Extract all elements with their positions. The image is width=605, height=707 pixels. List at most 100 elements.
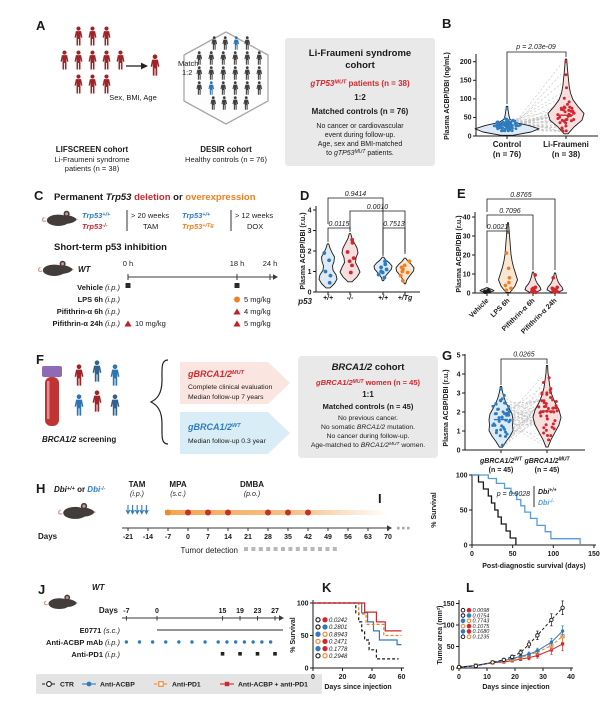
chart-text: 150 [588, 551, 600, 558]
panel-j-label: J [38, 582, 45, 597]
lfs-box-ratio: 1:2 [354, 93, 366, 102]
i-y-axis-label: % Survival [431, 492, 438, 527]
legend-entry: Dbi-/- [538, 499, 554, 508]
panel-d-chart: D Plasma ACBP/DBI (r.u.) 012340.01150.94… [298, 186, 458, 358]
panel-j-timeline: J WT Days E0771(s.c.) Anti-ACBP mAb(i.p.… [30, 578, 326, 702]
chart-text: 0 [457, 674, 461, 681]
legend-marker [225, 682, 229, 686]
chart-text: 0 [311, 674, 315, 681]
chart-text: -7 [123, 608, 129, 615]
tumor-detection-dash [296, 547, 300, 551]
chart-text: 14 [224, 534, 232, 541]
desir-title: DESIR cohort [200, 145, 252, 154]
brace-icon [151, 360, 168, 444]
tumor-detection-dash [259, 547, 263, 551]
h-tumor-detection-label: Tumor detection [180, 546, 238, 555]
panel-l-label: L [466, 580, 474, 595]
chart-text: Anti-ACBP [100, 682, 135, 689]
tumor-detection-dash [274, 547, 278, 551]
j-days-label: Days [99, 606, 119, 615]
c-subtitle: Short-term p53 inhibition [54, 242, 167, 253]
cohort-matching-diagram [61, 26, 160, 93]
chart-text: 3 [308, 228, 312, 235]
lifscreen-sub1: Li-Fraumeni syndrome [54, 155, 129, 164]
tam-arrow-icon [126, 505, 130, 514]
tumor-detection-dash [325, 547, 329, 551]
person-icon [75, 74, 83, 93]
comparison-marker [467, 619, 471, 623]
lps-marker [234, 297, 240, 303]
person-icon [89, 74, 97, 93]
b-y-axis-label: Plasma ACBP/DBI (ng/mL) [444, 52, 451, 140]
brca-screening-label: BRCA1/2 screening [42, 435, 116, 444]
chart-text: 56 [344, 534, 352, 541]
brca-box-mut: gBRCA1/2MUT women (n = 45) [315, 378, 421, 387]
chart-text: 1 [308, 269, 312, 276]
dmba-dot [305, 510, 311, 516]
chart-text: 0.7513 [383, 221, 405, 228]
comparison-marker [316, 639, 320, 643]
chart-text: 0 [468, 133, 472, 140]
pifithrin6-dose: 4 mg/kg [244, 307, 271, 316]
tumor-detection-dash [244, 547, 248, 551]
pifithrin-marker [233, 321, 240, 327]
brca-box-note1: No previous cancer. [338, 415, 398, 422]
pifithrin24-dose0: 10 mg/kg [135, 319, 166, 328]
panel-f-label: F [36, 352, 44, 367]
antiacbp-dose-dot [234, 640, 237, 643]
panel-a: A Match 1:2 Sex, BMI, Age LIFSCREEN coho… [30, 12, 440, 191]
chart-text: 3 [457, 390, 461, 397]
chart-text: 7 [206, 534, 210, 541]
brca-box-controls: Matched controls (n = 45) [323, 402, 414, 411]
comparison-marker [316, 654, 320, 658]
chart-text: 10 [463, 271, 471, 278]
antipd1-dose-square [273, 652, 277, 656]
c-row-vehicle: Vehicle(i.p.) [77, 283, 120, 292]
chart-text: -/- [347, 295, 354, 302]
chart-text: 0 [186, 534, 190, 541]
c-row-pifithrin24: Pifithrin-α 24h(i.p.) [53, 319, 121, 328]
chart-text: 20 [463, 252, 471, 259]
c-row-pifithrin6: Pifithrin-α 6h(i.p.) [57, 307, 121, 316]
legend-marker [159, 682, 163, 686]
survival-curve [472, 475, 516, 545]
chart-text: 40 [567, 674, 575, 681]
comparison-marker [467, 630, 471, 634]
chart-text: 2 [308, 248, 312, 255]
person-icon [111, 394, 120, 415]
h-genotypes: Dbi+/+ or Dbi-/- [54, 485, 106, 494]
chart-text: 1 [457, 428, 461, 435]
tumor-detection-dash [311, 547, 315, 551]
chart-text: -14 [143, 534, 153, 541]
chart-text: CTR [60, 682, 74, 689]
comparison-marker [467, 614, 471, 618]
tumor-detection-dash [318, 547, 322, 551]
l-x-axis-label: Days since injection [482, 684, 549, 691]
mouse-icon [44, 595, 77, 609]
d-violin-plot: 012340.01150.94140.00100.7513Trp53+/+-/-… [298, 191, 420, 306]
chart-text: 20 [339, 674, 347, 681]
chart-text: 0.0010 [367, 204, 389, 211]
x-category-label: Vehicle [468, 297, 490, 319]
antiacbp-dose-dot [125, 640, 128, 643]
dmba-dot [265, 510, 271, 516]
chart-text: 100 [547, 551, 559, 558]
chart-text: +/+ [323, 295, 333, 302]
chart-text: 49 [324, 534, 332, 541]
person-icon [103, 50, 111, 69]
j-row-e0771: E0771(s.c.) [80, 626, 121, 635]
comparison-marker [316, 618, 320, 622]
antiacbp-dose-dot [269, 640, 272, 643]
pifithrin-marker [124, 321, 131, 327]
comparison-marker [323, 625, 327, 629]
antiacbp-dose-dot [164, 640, 167, 643]
antiacbp-dose-dot [138, 640, 141, 643]
mouse-icon [42, 211, 77, 226]
dmba-dot [205, 510, 211, 516]
legend-entry: Dbi+/+ [538, 488, 557, 497]
